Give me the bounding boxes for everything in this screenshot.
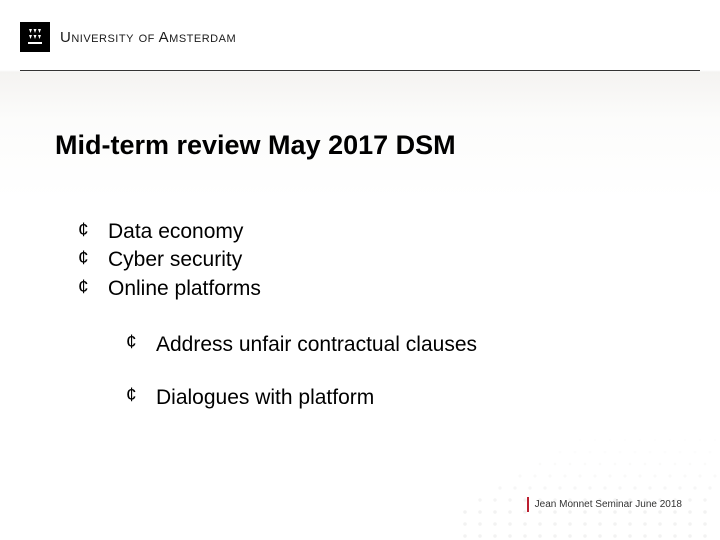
university-name: University of Amsterdam	[60, 29, 236, 46]
list-item-label: Address unfair contractual clauses	[156, 333, 477, 356]
list-item: Online platforms Address unfair contract…	[78, 275, 680, 412]
footer-label: Jean Monnet Seminar June 2018	[527, 497, 688, 512]
header-rule	[20, 70, 700, 71]
header: University of Amsterdam	[20, 22, 236, 52]
list-item-label: Cyber security	[108, 248, 242, 271]
list-item: Cyber security	[78, 246, 680, 274]
footer-text: Jean Monnet Seminar June 2018	[535, 499, 682, 510]
decorative-dots	[460, 430, 720, 540]
list-item-label: Online platforms	[108, 277, 261, 300]
bullet-list-level1: Data economy Cyber security Online platf…	[78, 218, 680, 412]
university-logo	[20, 22, 50, 52]
list-item: Data economy	[78, 218, 680, 246]
list-item: Address unfair contractual clauses	[126, 331, 680, 358]
slide: University of Amsterdam Mid-term review …	[0, 0, 720, 540]
list-item-label: Dialogues with platform	[156, 386, 374, 409]
bullet-list-level2: Address unfair contractual clauses Dialo…	[126, 331, 680, 412]
list-item-label: Data economy	[108, 220, 243, 243]
slide-content: Data economy Cyber security Online platf…	[78, 218, 680, 438]
list-item: Dialogues with platform	[126, 384, 680, 411]
slide-title: Mid-term review May 2017 DSM	[55, 130, 456, 161]
